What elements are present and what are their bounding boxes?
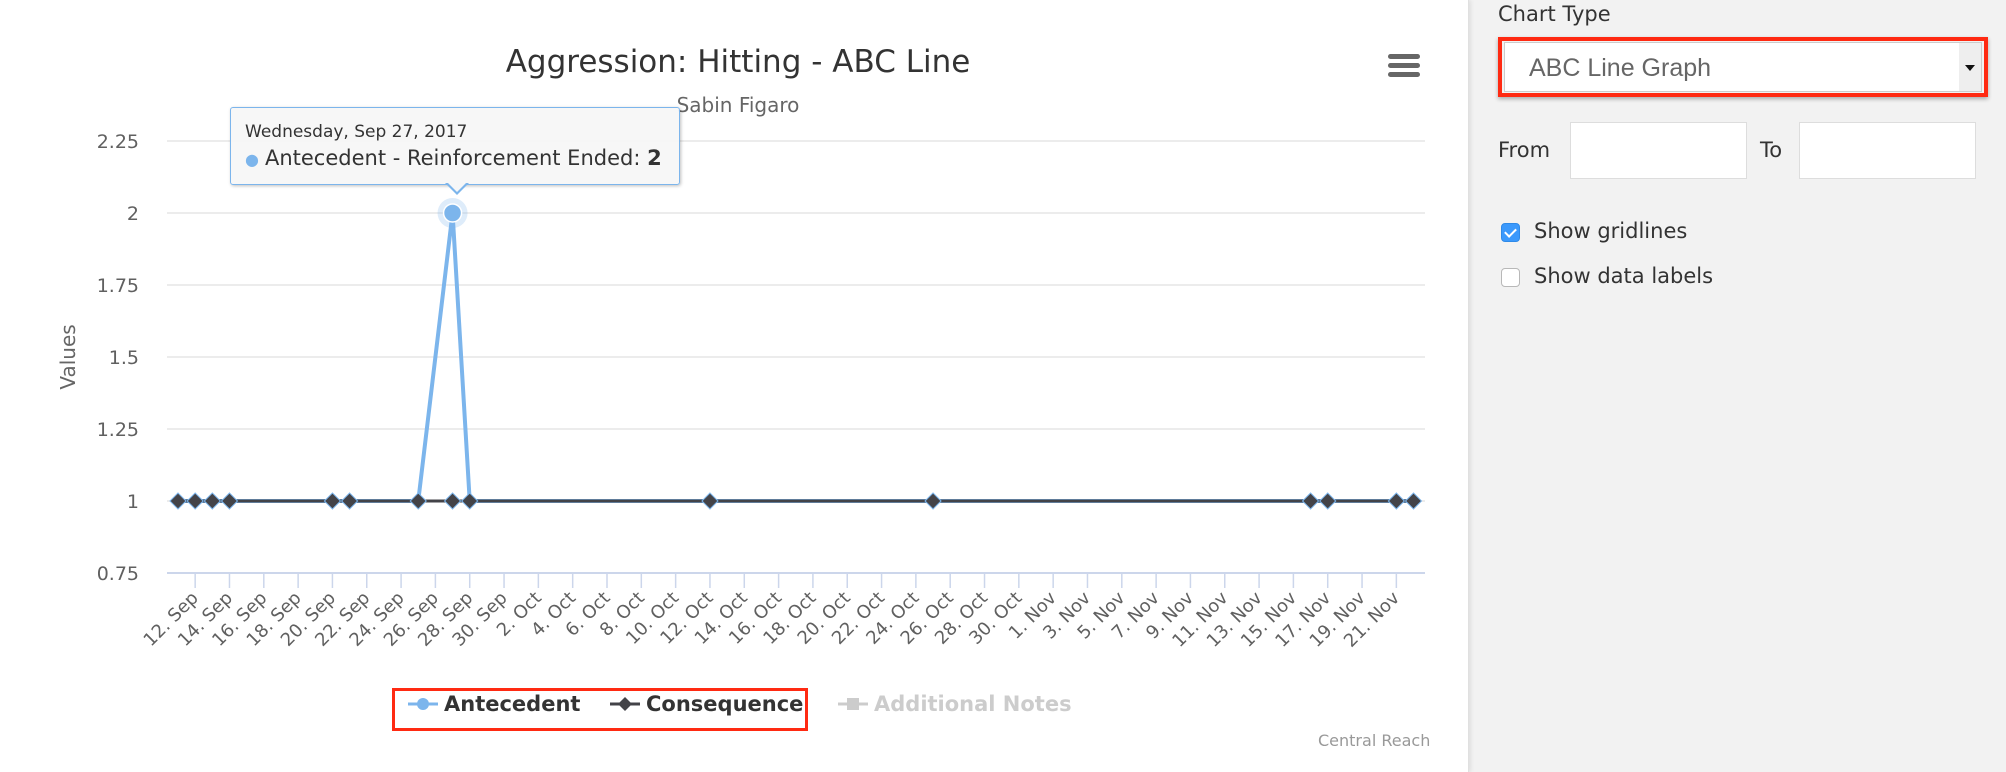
y-axis-title: Values [56, 324, 80, 389]
square-marker-icon [838, 698, 868, 710]
legend-item-antecedent[interactable]: Antecedent [408, 692, 580, 716]
circle-marker-icon [408, 698, 438, 710]
line-chart: Aggression: Hitting - ABC Line Sabin Figa… [56, 44, 1425, 652]
hamburger-icon-bar [1388, 72, 1420, 77]
data-point[interactable] [169, 492, 187, 510]
from-label: From [1498, 138, 1551, 162]
chart-panel: Aggression: Hitting - ABC Line Sabin Figa… [0, 0, 1469, 772]
data-point[interactable] [1301, 492, 1320, 510]
data-point[interactable] [1404, 492, 1423, 510]
chart-menu-button[interactable] [1388, 54, 1422, 82]
tooltip-value: 2 [647, 146, 662, 170]
data-point[interactable] [1319, 492, 1337, 510]
show-gridlines-checkbox[interactable] [1501, 223, 1520, 242]
chart-title: Aggression: Hitting - ABC Line [506, 44, 971, 80]
y-tick-label: 1.75 [97, 275, 139, 297]
legend-label-consequence: Consequence [646, 692, 804, 716]
hovered-data-point[interactable] [442, 203, 463, 223]
to-date-input[interactable] [1799, 122, 1976, 179]
show-data-labels-label[interactable]: Show data labels [1534, 264, 1714, 288]
legend-item-consequence[interactable]: Consequence [610, 692, 803, 716]
legend-highlight-box [392, 688, 808, 731]
legend-item-additional-notes[interactable]: Additional Notes [838, 692, 1072, 716]
chart-subtitle: Sabin Figaro [677, 93, 800, 117]
tooltip-label: Antecedent - Reinforcement Ended: [264, 146, 648, 170]
series-dot-icon: ● [245, 150, 259, 169]
chart-type-selected-value: ABC Line Graph [1529, 54, 1712, 82]
tooltip-arrow-inner [447, 182, 467, 192]
y-tick-label: 2 [127, 203, 139, 225]
data-point[interactable] [220, 492, 239, 510]
from-date-input[interactable] [1570, 122, 1747, 179]
hamburger-icon-bar [1388, 63, 1420, 68]
legend-label-additional-notes: Additional Notes [874, 692, 1072, 716]
show-gridlines-label[interactable]: Show gridlines [1534, 219, 1688, 243]
data-point[interactable] [1387, 492, 1406, 510]
hamburger-icon [1388, 54, 1420, 59]
diamond-marker-icon [610, 697, 640, 711]
legend-label-antecedent: Antecedent [444, 692, 581, 716]
chart-type-label: Chart Type [1498, 2, 1611, 26]
show-data-labels-checkbox[interactable] [1501, 268, 1520, 287]
y-tick-label: 2.25 [97, 131, 139, 153]
data-point[interactable] [203, 492, 222, 510]
to-label: To [1760, 138, 1783, 162]
tooltip-date: Wednesday, Sep 27, 2017 [245, 122, 468, 142]
y-tick-label: 1.5 [109, 347, 139, 369]
y-tick-label: 1 [127, 491, 139, 513]
data-point[interactable] [461, 492, 479, 510]
data-point[interactable] [323, 492, 342, 510]
data-point[interactable] [924, 492, 942, 510]
chart-tooltip: Wednesday, Sep 27, 2017 ● Antecedent - Re… [230, 107, 680, 185]
chart-type-select[interactable]: ABC Line Graph [1504, 42, 1982, 92]
tooltip-series-line: ● Antecedent - Reinforcement Ended: 2 [245, 146, 665, 170]
chevron-down-icon [1959, 43, 1981, 91]
y-tick-label: 1.25 [97, 419, 139, 441]
data-point[interactable] [186, 492, 204, 510]
y-tick-label: 0.75 [97, 563, 139, 585]
data-point[interactable] [443, 492, 462, 510]
chart-credit-link[interactable]: Central Reach [1318, 731, 1431, 750]
data-point[interactable] [701, 492, 719, 510]
select-highlight-box [1498, 37, 1988, 97]
data-point[interactable] [409, 492, 427, 510]
data-point[interactable] [340, 492, 359, 510]
